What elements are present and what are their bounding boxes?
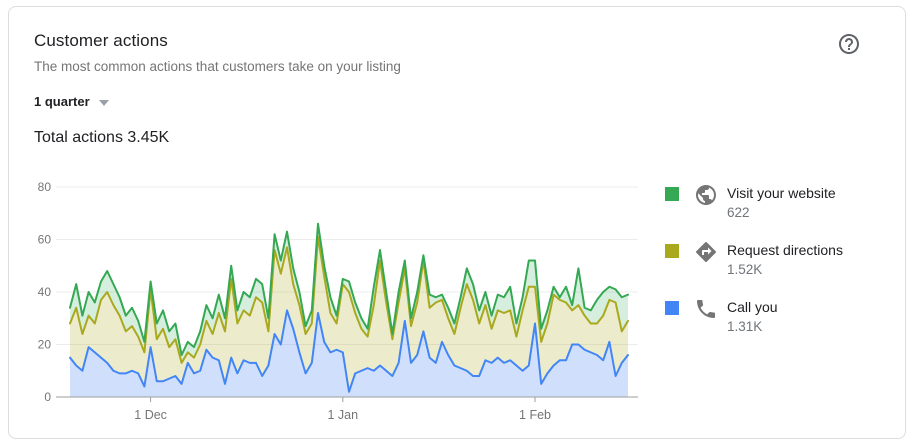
svg-text:1 Dec: 1 Dec [134, 408, 167, 422]
globe-icon [696, 185, 716, 205]
svg-text:80: 80 [38, 180, 52, 194]
legend-value: 1.31K [727, 319, 763, 334]
legend-label: Request directions [727, 242, 843, 258]
period-selector[interactable]: 1 quarter [34, 94, 109, 109]
chart-legend: Visit your website 622 Request direction… [665, 183, 895, 337]
svg-text:40: 40 [38, 285, 52, 299]
svg-text:60: 60 [38, 233, 52, 247]
legend-label: Visit your website [727, 185, 836, 201]
chevron-down-icon [98, 99, 109, 106]
help-button[interactable] [837, 32, 861, 56]
help-icon [839, 34, 859, 54]
customer-actions-card: Customer actions The most common actions… [8, 6, 906, 439]
legend-value: 1.52K [727, 262, 763, 277]
legend-swatch [665, 301, 679, 315]
svg-text:0: 0 [44, 390, 51, 404]
legend-value: 622 [727, 205, 750, 220]
legend-label: Call you [727, 299, 778, 315]
svg-text:1 Feb: 1 Feb [519, 408, 551, 422]
legend-item-visit-website: Visit your website 622 [665, 183, 895, 223]
svg-text:20: 20 [38, 338, 52, 352]
page-title: Customer actions [34, 31, 168, 50]
legend-swatch [665, 244, 679, 258]
legend-item-call-you: Call you 1.31K [665, 297, 895, 337]
customer-actions-chart: 0 20 40 60 80 1 Dec 1 Jan 1 Feb [38, 180, 638, 422]
subtitle: The most common actions that customers t… [34, 59, 401, 74]
legend-item-request-directions: Request directions 1.52K [665, 240, 895, 280]
legend-swatch [665, 187, 679, 201]
phone-icon [697, 300, 715, 318]
svg-text:1 Jan: 1 Jan [328, 408, 359, 422]
period-value: 1 quarter [34, 94, 90, 109]
total-actions: Total actions 3.45K [34, 129, 170, 146]
directions-icon [696, 241, 717, 262]
